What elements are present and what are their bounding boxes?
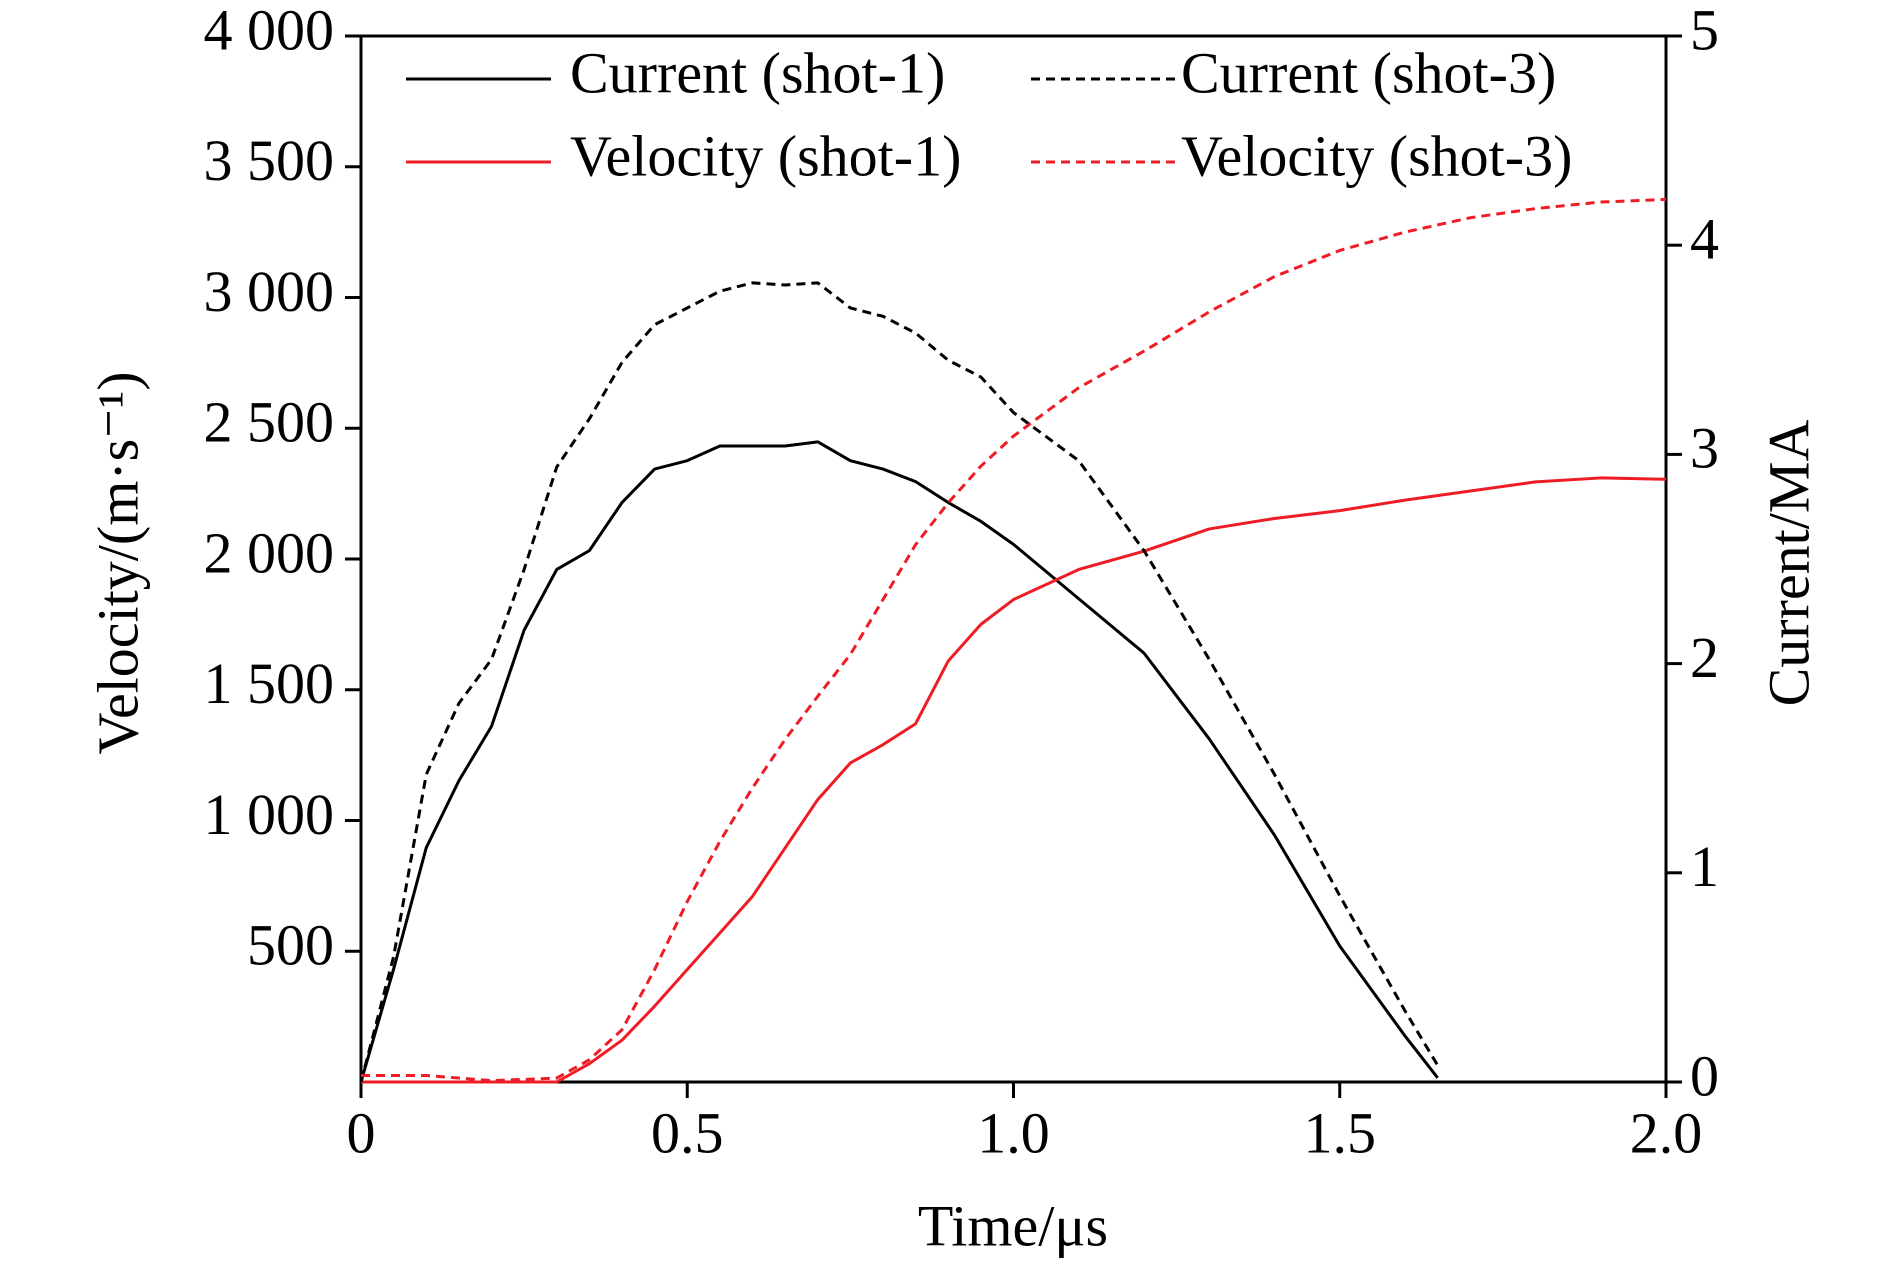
x-tick-label: 2.0 [1630, 1100, 1703, 1165]
y2-tick-label: 4 [1690, 207, 1719, 272]
y-tick-label: 2 000 [204, 520, 335, 585]
y-tick-label: 3 000 [204, 259, 335, 324]
series-line [359, 281, 1439, 1083]
x-tick-label: 0.5 [651, 1100, 724, 1165]
y-tick-label: 4 000 [204, 0, 335, 62]
x-tick-label: 1.5 [1304, 1100, 1377, 1165]
x-axis-label: Time/μs [918, 1193, 1108, 1258]
y-tick-label: 1 000 [204, 782, 335, 847]
plot-frame [359, 34, 1668, 1084]
legend-label: Current (shot-3) [1181, 40, 1556, 105]
y-tick-label: 1 500 [204, 651, 335, 716]
y2-tick-label: 1 [1690, 834, 1719, 899]
x-tick-label: 0 [347, 1100, 376, 1165]
y-tick-label: 500 [247, 913, 334, 978]
y-axis-label: Velocity/(m·s⁻¹) [85, 371, 150, 754]
y2-axis-label: Current/MA [1756, 420, 1821, 707]
y2-tick-label: 5 [1690, 0, 1719, 62]
legend-label: Velocity (shot-3) [1181, 123, 1572, 188]
series-line [359, 440, 1439, 1083]
y2-tick-label: 2 [1690, 625, 1719, 690]
y-tick-label: 3 500 [204, 128, 335, 193]
x-tick-label: 1.0 [977, 1100, 1050, 1165]
series-line [361, 476, 1667, 1084]
y2-tick-label: 3 [1690, 416, 1719, 481]
y2-tick-label: 0 [1690, 1043, 1719, 1108]
series-line [361, 197, 1667, 1083]
legend-label: Velocity (shot-1) [570, 123, 961, 188]
y-tick-label: 2 500 [204, 390, 335, 455]
legend-label: Current (shot-1) [570, 40, 945, 105]
